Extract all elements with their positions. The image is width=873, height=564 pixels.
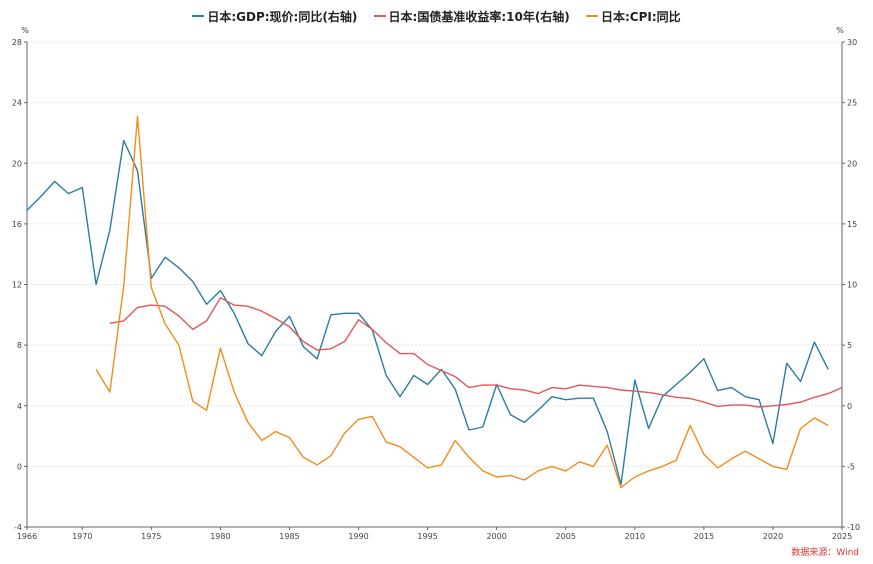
legend-label: 日本:GDP:现价:同比(右轴) <box>207 9 358 24</box>
y-tick-label-right: 25 <box>847 99 857 108</box>
y-tick-label-right: 15 <box>847 220 857 229</box>
y-tick-label-left: 8 <box>17 341 22 350</box>
legend-swatch <box>192 15 205 17</box>
series-line-1 <box>109 297 843 408</box>
x-tick-label: 2000 <box>486 532 506 541</box>
series-line-0 <box>26 139 829 486</box>
y-tick-label-left: 0 <box>17 462 22 471</box>
y-tick-label-left: 12 <box>12 281 22 290</box>
x-tick-label: 1980 <box>210 532 230 541</box>
y-tick-label-left: 4 <box>17 402 22 411</box>
y-unit-right: % <box>836 26 844 35</box>
legend-swatch <box>373 15 386 17</box>
legend-item-yield[interactable]: 日本:国债基准收益率:10年(右轴) <box>373 8 570 25</box>
y-unit-left: % <box>21 26 29 35</box>
y-tick-label-left: 28 <box>12 38 22 47</box>
y-tick-label-left: 20 <box>12 159 22 168</box>
x-tick-label: 2015 <box>694 532 714 541</box>
x-tick-label: 1975 <box>141 532 161 541</box>
x-tick-label: 2020 <box>763 532 783 541</box>
y-tick-label-left: 24 <box>12 99 22 108</box>
x-tick-label: 1985 <box>279 532 299 541</box>
chart-legend: 日本:GDP:现价:同比(右轴) 日本:国债基准收益率:10年(右轴) 日本:C… <box>0 6 873 25</box>
y-tick-label-right: 10 <box>847 281 857 290</box>
x-tick-label: 1990 <box>348 532 368 541</box>
x-tick-label: 1970 <box>72 532 92 541</box>
y-tick-label-right: 0 <box>847 402 852 411</box>
y-tick-label-left: -4 <box>14 523 22 532</box>
x-tick-label: 2005 <box>556 532 576 541</box>
legend-swatch <box>585 15 598 17</box>
y-tick-label-right: -5 <box>847 462 855 471</box>
legend-item-gdp[interactable]: 日本:GDP:现价:同比(右轴) <box>192 8 357 25</box>
x-tick-label: 2010 <box>625 532 645 541</box>
y-tick-label-right: 5 <box>847 341 852 350</box>
x-tick-label: 1995 <box>417 532 437 541</box>
x-tick-label: 2025 <box>832 532 852 541</box>
y-tick-label-right: -10 <box>847 523 860 532</box>
series-line-2 <box>95 115 829 489</box>
y-tick-label-right: 20 <box>847 159 857 168</box>
legend-item-cpi[interactable]: 日本:CPI:同比 <box>585 8 681 25</box>
legend-label: 日本:国债基准收益率:10年(右轴) <box>388 9 570 24</box>
source-note: 数据来源：Wind <box>791 548 859 558</box>
x-tick-label: 1966 <box>17 532 37 541</box>
legend-label: 日本:CPI:同比 <box>600 9 681 24</box>
y-tick-label-right: 30 <box>847 38 857 47</box>
y-tick-label-left: 16 <box>12 220 22 229</box>
